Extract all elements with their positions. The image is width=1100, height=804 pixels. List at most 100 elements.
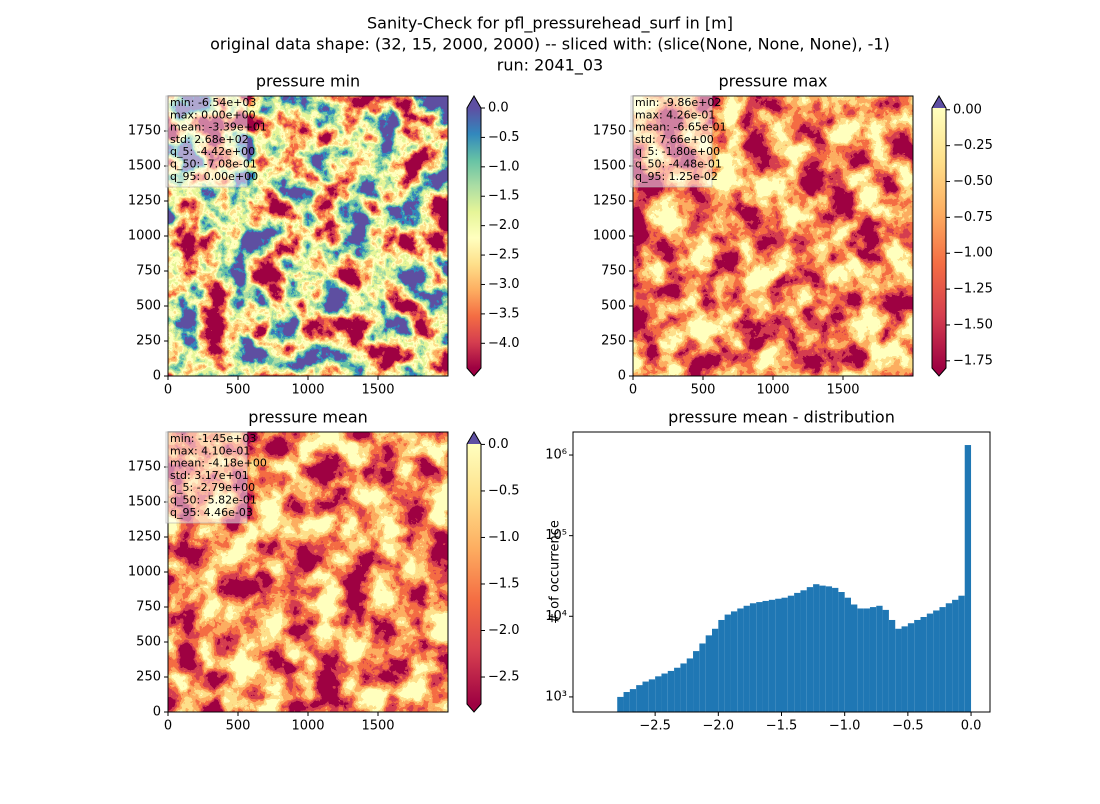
y-tick-label: 250 <box>136 670 161 685</box>
y-tick-label: 1750 <box>128 124 161 139</box>
hist-bar <box>882 609 889 712</box>
hist-bar <box>819 585 826 712</box>
stats-box <box>165 95 248 188</box>
subplot-title: pressure min <box>256 72 360 91</box>
hist-bar <box>667 670 675 712</box>
y-tick-label: 1250 <box>128 194 161 209</box>
y-tick-label: 250 <box>601 334 626 349</box>
hist-bar <box>762 600 769 712</box>
hist-bar <box>661 673 668 712</box>
stats-line: q_5: -4.42e+00 <box>170 145 255 158</box>
stats-line: std: 7.66e+00 <box>635 133 714 146</box>
y-tick-label: 500 <box>601 299 626 314</box>
hist-bar <box>699 643 706 712</box>
x-tick-label: 0 <box>629 383 637 398</box>
hist-bar <box>737 608 744 712</box>
stats-line: q_50: -7.08e-01 <box>170 158 257 171</box>
x-tick-label: −2.0 <box>703 719 735 734</box>
hist-bar <box>693 651 700 712</box>
figure-run: run: 2041_03 <box>497 56 603 76</box>
hist-bar <box>857 608 864 712</box>
hist-bar <box>781 597 788 712</box>
figure-title: Sanity-Check for pfl_pressurehead_surf i… <box>367 14 733 34</box>
hist-bar <box>939 607 946 712</box>
y-tick-label: 1000 <box>128 229 161 244</box>
x-tick-label: 500 <box>691 383 716 398</box>
hist-bar <box>800 590 807 712</box>
hist-bar <box>718 619 725 712</box>
x-tick-label: 1500 <box>826 383 859 398</box>
hist-bar <box>756 602 763 712</box>
hist-bar <box>642 681 649 712</box>
hist-bar <box>787 595 795 712</box>
colorbar-tick-label: −2.0 <box>488 218 520 233</box>
colorbar-tick-label: −1.00 <box>953 246 993 261</box>
x-tick-label: 0 <box>164 383 172 398</box>
hist-bar <box>945 603 953 712</box>
stats-line: q_5: -2.79e+00 <box>170 481 255 494</box>
colorbar-tick-label: 0.0 <box>488 101 509 116</box>
hist-bar <box>832 587 839 712</box>
colorbar-tick-label: −3.0 <box>488 277 520 292</box>
colorbar <box>932 108 946 368</box>
y-tick-label: 10⁴ <box>545 609 567 624</box>
y-tick-label: 500 <box>136 635 161 650</box>
colorbar-tick-label: −2.0 <box>488 623 520 638</box>
x-tick-label: 1000 <box>756 383 789 398</box>
colorbar <box>467 444 481 704</box>
colorbar-tick-label: −1.75 <box>953 353 993 368</box>
hist-bar <box>851 604 858 712</box>
stats-line: std: 2.68e+02 <box>170 133 249 146</box>
y-tick-label: 0 <box>618 369 626 384</box>
hist-bar <box>749 603 757 712</box>
hist-bar <box>952 599 959 712</box>
hist-bar <box>623 692 630 712</box>
stats-line: q_95: 4.46e-03 <box>170 506 253 519</box>
hist-bar <box>838 592 845 712</box>
x-tick-label: 1500 <box>361 719 394 734</box>
y-tick-label: 750 <box>136 264 161 279</box>
y-tick-label: 1750 <box>128 460 161 475</box>
stats-line: min: -9.86e+02 <box>635 96 721 109</box>
colorbar-tick-label: −0.5 <box>488 483 520 498</box>
subplot-title: pressure mean <box>248 408 368 427</box>
colorbar-over <box>467 96 481 108</box>
colorbar-tick-label: −2.5 <box>488 248 520 263</box>
hist-bar <box>686 658 694 712</box>
hist-bar <box>636 685 643 712</box>
y-tick-label: 750 <box>601 264 626 279</box>
stats-line: mean: -3.39e+01 <box>170 121 267 134</box>
colorbar <box>467 108 481 368</box>
hist-bar <box>724 614 731 712</box>
hist-bar <box>933 610 940 712</box>
x-tick-label: 1500 <box>361 383 394 398</box>
y-tick-label: 500 <box>136 299 161 314</box>
y-tick-label: 0 <box>153 369 161 384</box>
colorbar-tick-label: −0.5 <box>488 130 520 145</box>
x-tick-label: −0.5 <box>892 719 924 734</box>
subplot-title: pressure max <box>718 72 827 91</box>
hist-bar <box>926 613 934 712</box>
hist-bar <box>655 676 662 712</box>
stats-line: q_95: 0.00e+00 <box>170 170 258 183</box>
colorbar-tick-label: −0.25 <box>953 138 993 153</box>
hist-bar <box>806 587 814 712</box>
colorbar-tick-label: −2.5 <box>488 670 520 685</box>
hist-bar <box>712 628 719 712</box>
x-tick-label: −1.5 <box>766 719 798 734</box>
x-tick-label: 0.0 <box>961 719 982 734</box>
hist-bar <box>958 595 965 712</box>
hist-bar <box>920 616 927 712</box>
hist-bar <box>743 605 750 712</box>
x-tick-label: −1.0 <box>829 719 861 734</box>
hist-bar <box>964 445 972 712</box>
y-tick-label: 10³ <box>545 689 567 704</box>
stats-line: mean: -6.65e-01 <box>635 121 727 134</box>
stats-line: std: 3.17e+01 <box>170 469 249 482</box>
colorbar-tick-label: 0.0 <box>488 437 509 452</box>
hist-bar <box>629 689 637 712</box>
stats-line: min: -1.45e+03 <box>170 432 256 445</box>
stats-line: max: 0.00e+00 <box>170 108 256 121</box>
x-tick-label: 1000 <box>291 383 324 398</box>
hist-bar <box>907 623 915 712</box>
